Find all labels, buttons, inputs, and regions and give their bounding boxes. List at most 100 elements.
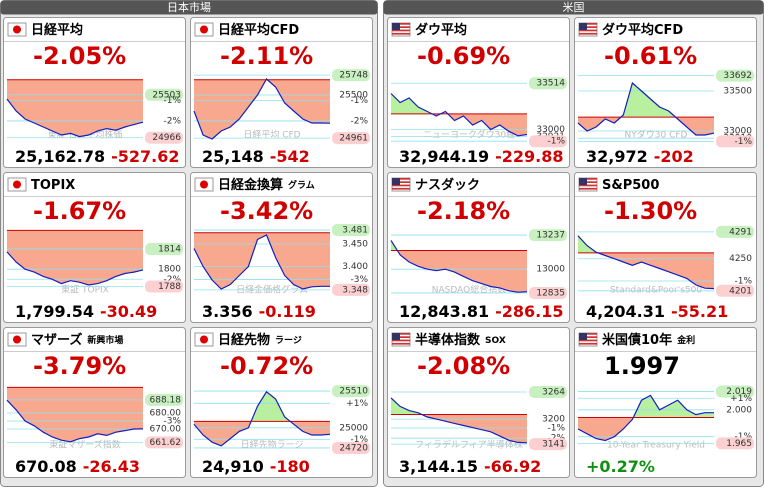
price-line <box>6 399 144 443</box>
axis-label: 33514 <box>536 79 565 89</box>
axis-label: -1% <box>350 96 368 106</box>
label-highlight <box>529 229 567 242</box>
flag-us-canton <box>579 333 587 340</box>
price-line <box>390 240 528 293</box>
card-title: 半導体指数 SOX <box>415 332 506 348</box>
watermark: 日経平均 CFD <box>243 129 300 141</box>
footer-value: -527.62 <box>111 147 179 166</box>
axis-label: -1% <box>547 137 565 147</box>
flag-us-canton <box>392 333 400 340</box>
flag-us-stripe <box>579 178 597 180</box>
flag-us-stripe <box>579 342 597 345</box>
flag-us-stripe <box>392 178 410 180</box>
footer-value: -66.92 <box>484 457 541 476</box>
card-title-text: ナスダック <box>415 177 480 193</box>
axis-label: -1% <box>734 432 752 442</box>
loss-area <box>194 232 330 289</box>
label-highlight <box>145 436 183 449</box>
market-card: ダウ平均CFD -0.61% NYダウ30 CFD 33692 33500 33000 32… <box>574 17 757 168</box>
axis-label: 3200 <box>542 415 565 425</box>
headline: -2.05% <box>33 42 126 70</box>
price-line <box>390 93 528 137</box>
card-title-text: 日経平均 <box>31 22 83 38</box>
footer: 12,843.81 -286.15 <box>399 302 563 321</box>
label-highlight <box>529 386 567 399</box>
market-card: 日経金換算 グラム-3.42%日経金価格グラム3.4813.4503.400-3%… <box>190 172 373 323</box>
flag-us-stripe <box>392 184 410 187</box>
axis-label: 2.019 <box>726 387 752 397</box>
gain-area <box>194 391 330 422</box>
footer-value: -30.49 <box>100 302 157 321</box>
footer-value: -286.15 <box>495 302 563 321</box>
axis-label: -2% <box>163 116 181 126</box>
card-title-text: TOPIX <box>31 178 75 193</box>
gain-area <box>391 397 527 415</box>
price-line <box>193 234 330 290</box>
axis-label: 33000 <box>536 125 565 135</box>
axis-label: 1814 <box>158 245 181 255</box>
axis-label: 24720 <box>339 443 368 453</box>
headline: -2.18% <box>417 197 510 225</box>
flag-us-stripe <box>392 181 410 183</box>
axis-label: -1% <box>734 137 752 147</box>
footer: 4,204.31 -55.21 <box>586 302 728 321</box>
card-subtitle: 新興市場 <box>87 334 123 346</box>
card-frame <box>387 327 570 478</box>
card-frame <box>574 327 757 478</box>
label-highlight <box>716 284 754 297</box>
gain-area <box>391 93 527 114</box>
flag-us-stripe <box>392 32 410 35</box>
loss-area <box>578 417 714 441</box>
card-title: ダウ平均 <box>415 22 467 38</box>
market-card: 日経先物 ラージ -0.72% 日経先物ラージ 25510 +1% 25000 -1%2472… <box>190 327 373 478</box>
footer-value: 670.08 <box>15 457 77 476</box>
flag-us-canton <box>579 178 587 185</box>
label-highlight <box>332 441 370 454</box>
loss-area <box>7 79 143 137</box>
flag-us-stripe <box>392 26 410 28</box>
panel-header <box>383 0 764 15</box>
axis-label: -1% <box>547 424 565 434</box>
watermark: NASDAQ総合指数 <box>432 284 506 296</box>
flag-us-stripe <box>579 23 597 25</box>
watermark: 10-Year Treasury Yield <box>607 441 705 451</box>
flag-jp-sun <box>13 335 21 344</box>
card-title: 日経平均CFD <box>218 22 299 38</box>
axis-label: 3.481 <box>342 226 368 236</box>
price-line <box>193 78 331 140</box>
card-subtitle: ラージ <box>275 335 302 346</box>
price-line <box>577 394 714 442</box>
footer-value: -26.43 <box>83 457 140 476</box>
flag-jp-sun <box>200 335 208 344</box>
price-line <box>390 397 528 444</box>
card-title-text: 米国債10年 <box>602 332 672 348</box>
flag-us-stripe <box>579 181 597 183</box>
market-card: S&P500-1.30%Standard&Poor's50042914250-1… <box>574 172 757 323</box>
axis-label: 3.400 <box>342 262 368 272</box>
market-card: 米国債10年 金利 1.997 10-Year Treasury Yield 2.019… <box>574 327 757 478</box>
flag-us-stripe <box>579 187 597 190</box>
card-title-text: 半導体指数 <box>415 332 481 348</box>
label-highlight <box>332 69 370 82</box>
footer-value: 25,148 <box>202 147 264 166</box>
price-line <box>6 251 144 286</box>
axis-label: -1% <box>350 435 368 445</box>
footer-value: 3.356 <box>202 302 253 321</box>
card-title: 日経金換算 グラム <box>218 177 315 193</box>
card-frame <box>387 172 570 323</box>
flag-us-stripe <box>392 187 410 190</box>
card-title: S&P500 <box>602 178 659 193</box>
axis-label: 670.00 <box>150 425 182 435</box>
footer-value: 24,910 <box>202 457 264 476</box>
label-highlight <box>529 77 567 90</box>
footer: 32,972 -202 <box>586 147 694 166</box>
flag-jp-sun <box>13 180 21 189</box>
flag-jp-sun <box>200 25 208 34</box>
axis-label: 3264 <box>542 388 565 398</box>
footer: 25,162.78 -527.62 <box>15 147 179 166</box>
flag-us-stripe <box>579 26 597 28</box>
axis-label: 12835 <box>536 288 565 298</box>
panel-title: 日本市場 <box>167 0 211 14</box>
flag-us-stripe <box>392 333 410 335</box>
footer-value: 1,799.54 <box>15 302 94 321</box>
